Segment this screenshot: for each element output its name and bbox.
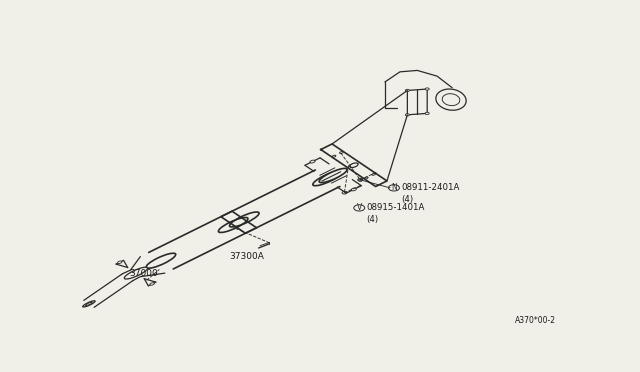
Ellipse shape xyxy=(436,89,466,110)
Ellipse shape xyxy=(124,267,148,279)
Ellipse shape xyxy=(332,155,336,157)
Text: V: V xyxy=(356,203,362,212)
Ellipse shape xyxy=(146,253,176,268)
Text: A370*00-2: A370*00-2 xyxy=(515,316,556,326)
Ellipse shape xyxy=(150,283,154,285)
Text: 08915-1401A: 08915-1401A xyxy=(366,203,424,212)
Text: 08911-2401A: 08911-2401A xyxy=(401,183,460,192)
Ellipse shape xyxy=(425,112,429,115)
Text: 37300A: 37300A xyxy=(229,252,264,261)
Ellipse shape xyxy=(405,89,410,92)
Ellipse shape xyxy=(351,188,356,191)
Ellipse shape xyxy=(349,163,358,167)
Ellipse shape xyxy=(83,301,95,307)
Ellipse shape xyxy=(319,169,347,183)
Ellipse shape xyxy=(340,151,344,154)
Text: (4): (4) xyxy=(401,195,413,204)
Text: (4): (4) xyxy=(366,215,378,224)
Text: N: N xyxy=(391,183,397,192)
Ellipse shape xyxy=(442,94,460,106)
Ellipse shape xyxy=(313,171,342,186)
Text: 37000: 37000 xyxy=(129,269,158,278)
Ellipse shape xyxy=(118,261,122,263)
Ellipse shape xyxy=(310,160,315,163)
Ellipse shape xyxy=(425,88,429,90)
Ellipse shape xyxy=(358,179,363,181)
Ellipse shape xyxy=(86,302,92,305)
Ellipse shape xyxy=(364,177,368,179)
Ellipse shape xyxy=(372,173,376,175)
Ellipse shape xyxy=(405,114,410,116)
